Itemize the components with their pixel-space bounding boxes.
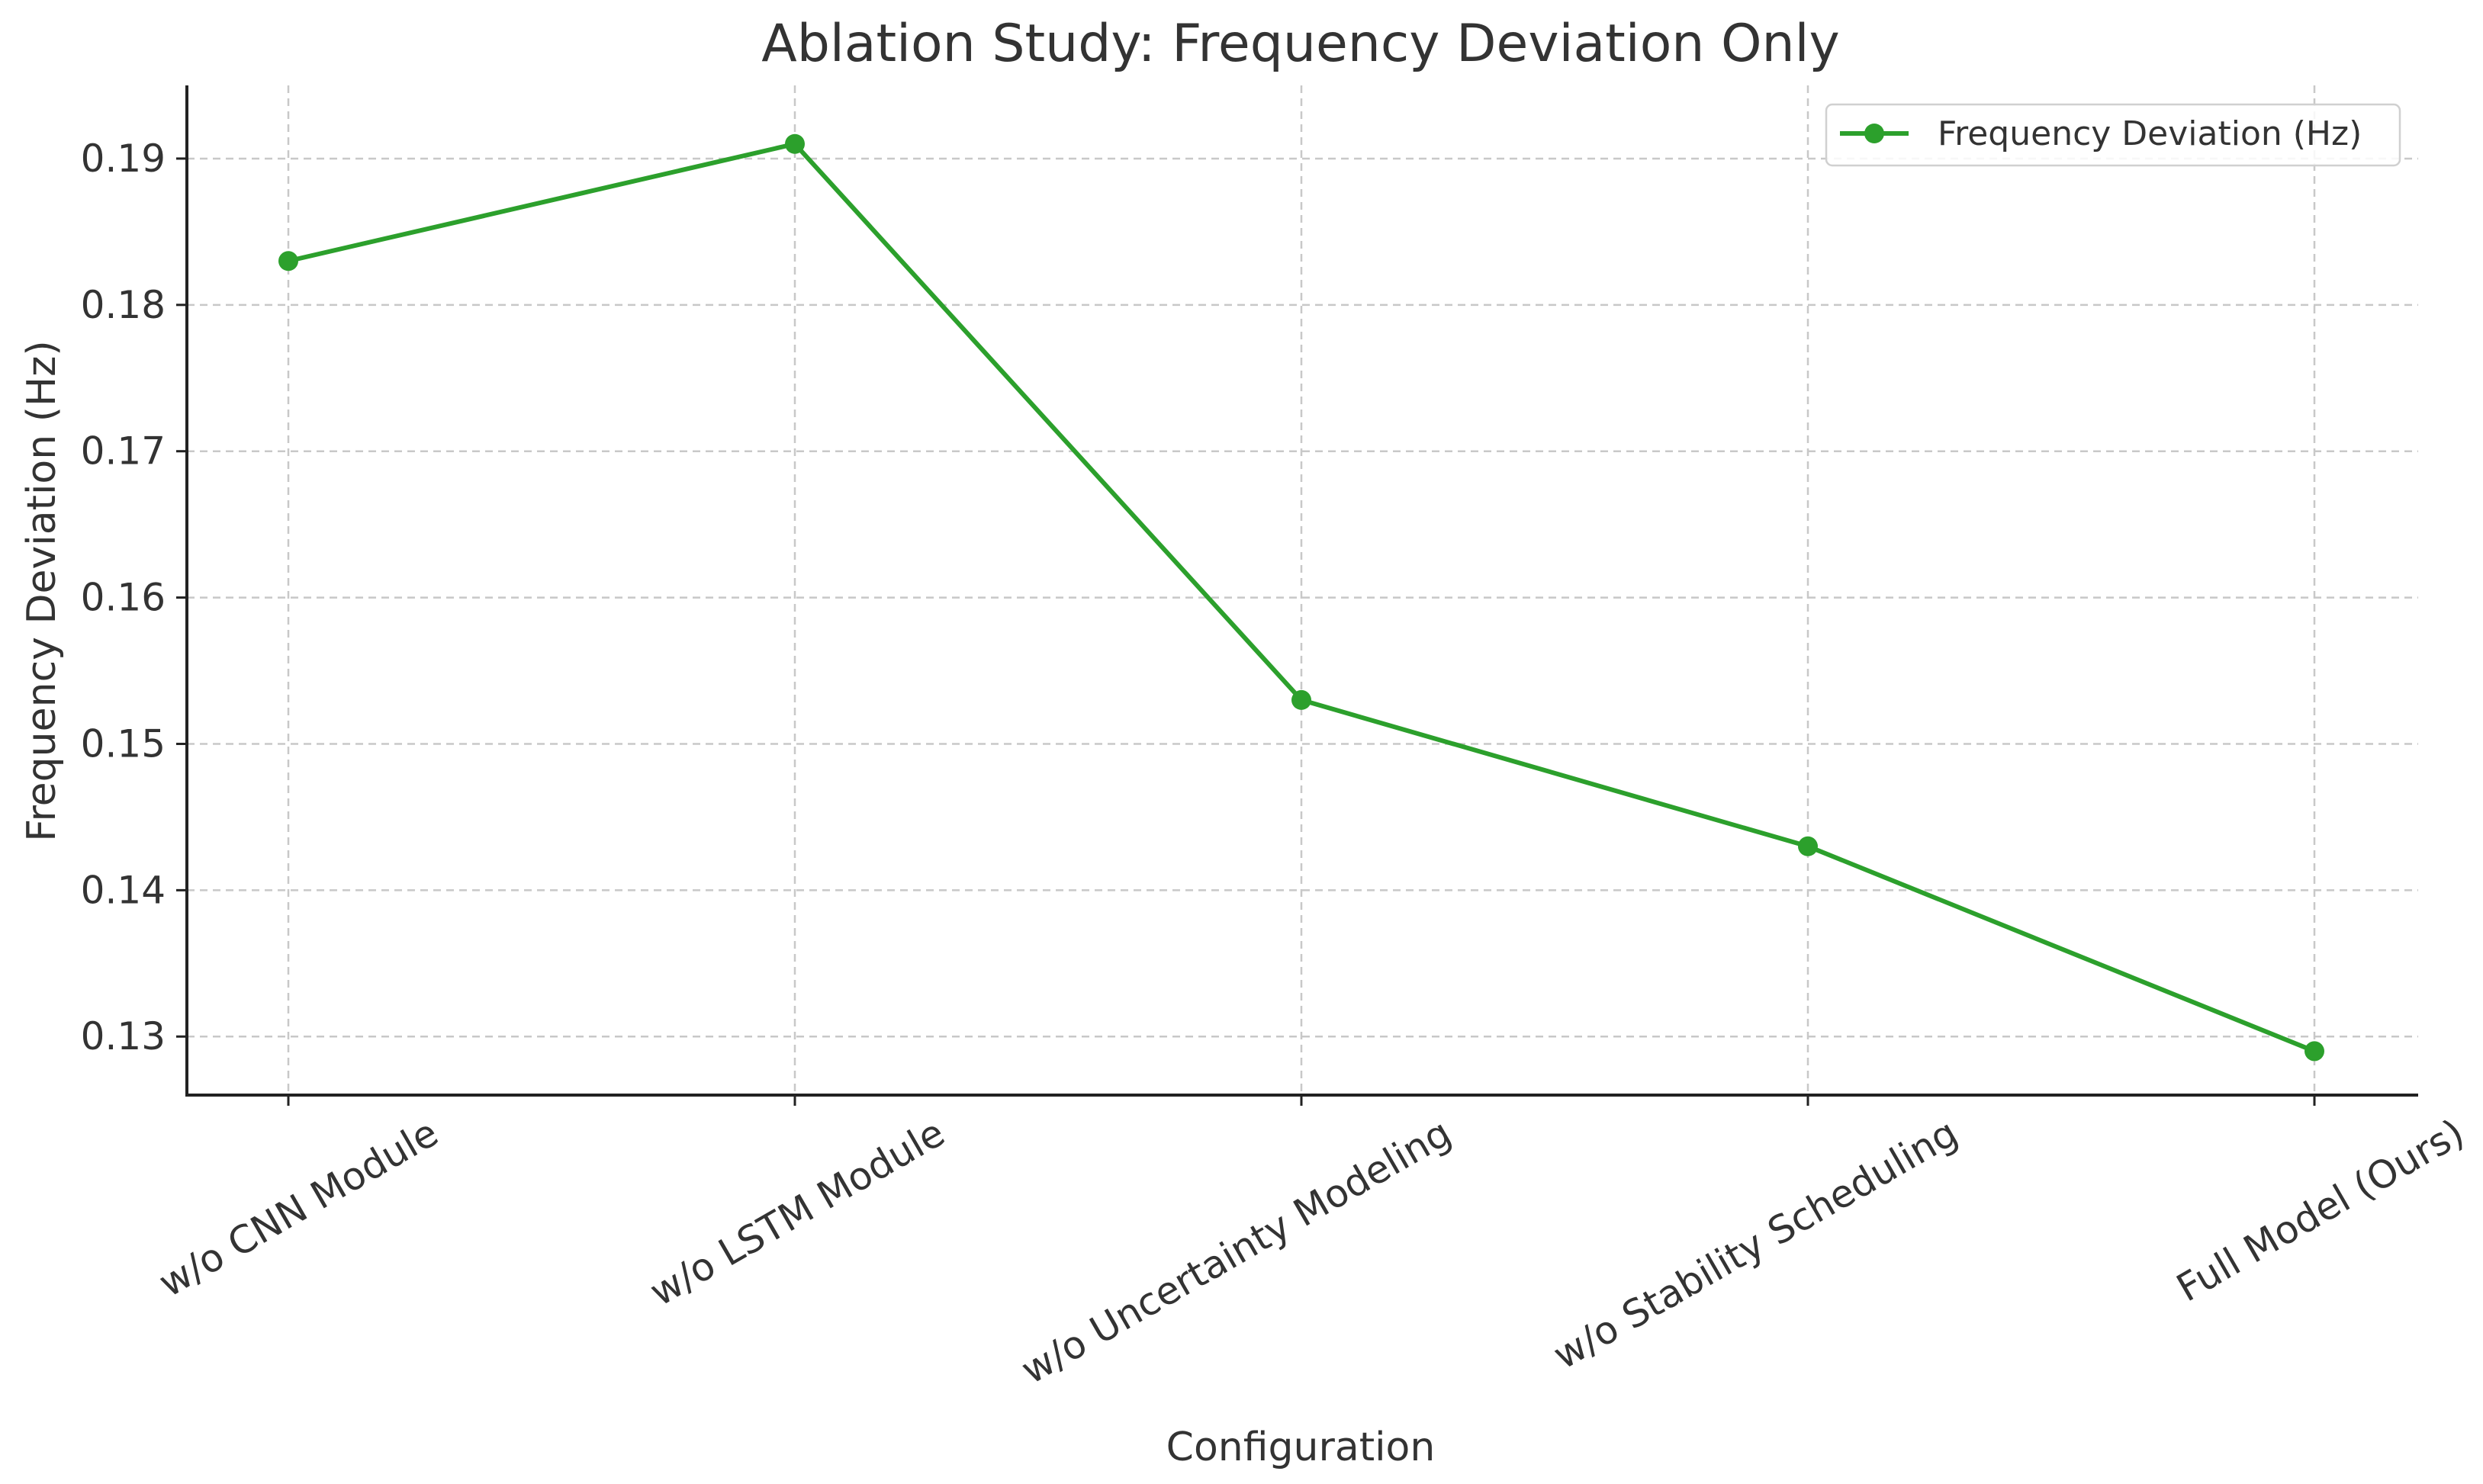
x-tick-label: w/o Stability Scheduling	[1545, 1110, 1965, 1378]
data-point	[2304, 1041, 2324, 1062]
x-tick-label: w/o LSTM Module	[642, 1110, 952, 1315]
legend: Frequency Deviation (Hz)	[1825, 103, 2401, 167]
data-point	[278, 251, 298, 271]
y-tick-label: 0.17	[81, 429, 166, 474]
legend-box	[1825, 103, 2401, 167]
y-tick-label: 0.18	[81, 283, 166, 327]
y-ticks: 0.13 0.14 0.15 0.16 0.17 0.18 0.19	[81, 137, 187, 1058]
y-tick-label: 0.13	[81, 1014, 166, 1058]
legend-point-marker	[1864, 124, 1884, 143]
y-tick-label: 0.16	[81, 576, 166, 620]
grid-lines	[187, 85, 2418, 1095]
data-point	[785, 133, 805, 154]
chart-title: Ablation Study: Frequency Deviation Only	[761, 14, 1840, 74]
y-tick-label: 0.19	[81, 137, 166, 181]
legend-label: Frequency Deviation (Hz)	[1938, 114, 2362, 153]
data-point	[1291, 689, 1311, 710]
data-series	[278, 133, 2324, 1062]
data-point	[1798, 836, 1818, 856]
y-tick-label: 0.14	[81, 868, 166, 912]
x-tick-label: w/o Uncertainty Modeling	[1014, 1110, 1459, 1392]
x-ticks: w/o CNN Module w/o LSTM Module w/o Uncerta…	[151, 1095, 2472, 1392]
y-tick-label: 0.15	[81, 721, 166, 766]
x-tick-label: Full Model (Ours)	[2169, 1110, 2472, 1310]
x-axis-label: Configuration	[1166, 1425, 1436, 1470]
x-tick-label: w/o CNN Module	[151, 1110, 445, 1306]
y-axis-label: Frequency Deviation (Hz)	[19, 340, 65, 841]
